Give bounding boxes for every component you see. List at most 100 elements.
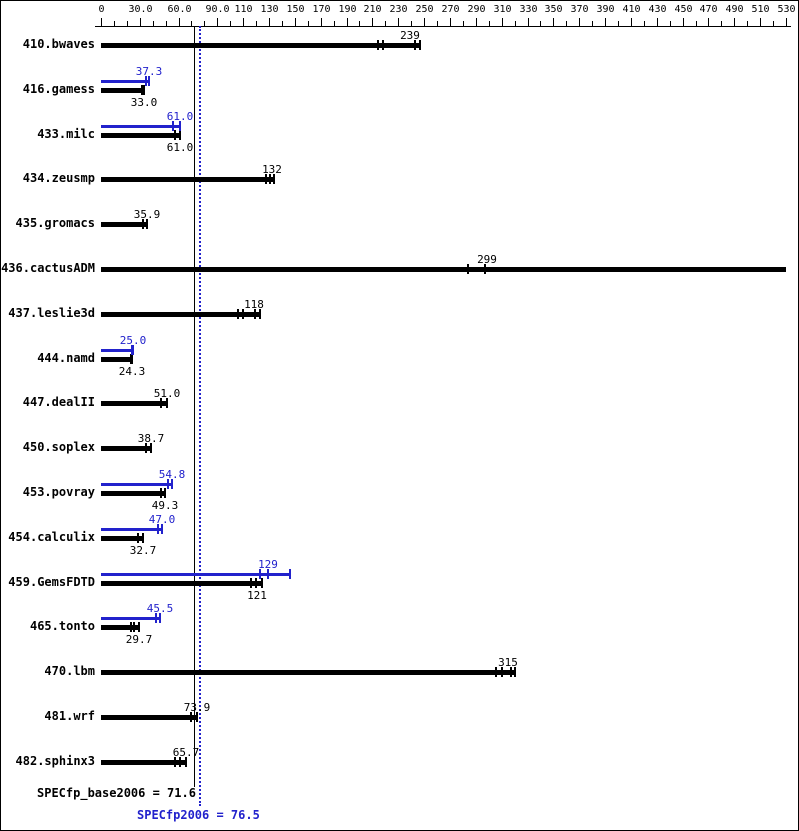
benchmark-label: 481.wrf <box>44 709 95 723</box>
run-marker <box>171 479 173 489</box>
result-bar <box>101 357 132 362</box>
x-axis-minor-tick <box>540 21 541 26</box>
x-axis-minor-tick <box>127 21 128 26</box>
x-axis-major-tick <box>683 18 684 26</box>
run-marker <box>265 174 267 184</box>
x-axis-minor-tick <box>411 21 412 26</box>
result-value: 61.0 <box>166 110 194 123</box>
x-axis-minor-tick <box>618 21 619 26</box>
x-axis-minor-tick <box>463 21 464 26</box>
x-axis-major-tick <box>553 18 554 26</box>
x-axis-major-tick <box>372 18 373 26</box>
x-axis-minor-tick <box>359 21 360 26</box>
run-marker <box>179 130 181 140</box>
x-axis-line <box>95 26 791 27</box>
result-value: 73.9 <box>183 701 211 714</box>
x-axis-minor-tick <box>515 21 516 26</box>
run-marker <box>242 309 244 319</box>
result-value: 299 <box>477 253 497 266</box>
result-value: 33.0 <box>130 96 158 109</box>
x-axis-tick-label: 110 <box>234 4 253 15</box>
x-axis-major-tick <box>760 18 761 26</box>
result-value: 239 <box>400 29 420 42</box>
x-axis-minor-tick <box>256 21 257 26</box>
result-bar <box>101 670 515 675</box>
run-marker <box>185 757 187 767</box>
run-marker <box>179 121 181 131</box>
x-axis-major-tick <box>579 18 580 26</box>
run-marker <box>148 76 150 86</box>
x-axis-tick-label: 0 <box>98 4 105 15</box>
run-marker <box>155 613 157 623</box>
x-axis-minor-tick <box>114 21 115 26</box>
run-marker <box>273 174 275 184</box>
x-axis-major-tick <box>321 18 322 26</box>
x-axis-tick-label: 350 <box>544 4 563 15</box>
x-axis-major-tick <box>631 18 632 26</box>
x-axis-major-tick <box>101 18 102 26</box>
result-bar <box>101 401 167 406</box>
benchmark-label: 433.milc <box>37 127 95 141</box>
x-axis-major-tick <box>269 18 270 26</box>
specfp-peak-mean-text: SPECfp2006 = 76.5 <box>137 808 260 822</box>
benchmark-label: 459.GemsFDTD <box>8 575 95 589</box>
x-axis-tick-label: 330 <box>519 4 538 15</box>
x-axis-tick-label: 90.0 <box>205 4 230 15</box>
x-axis-major-tick <box>502 18 503 26</box>
result-value: 37.3 <box>135 65 163 78</box>
run-marker <box>254 309 256 319</box>
result-bar <box>101 446 151 451</box>
run-marker <box>161 524 163 534</box>
result-bar <box>101 88 144 93</box>
run-marker <box>157 524 159 534</box>
x-axis-major-tick <box>217 18 218 26</box>
specfp-base-mean-text: SPECfp_base2006 = 71.6 <box>37 786 196 800</box>
run-marker <box>145 76 147 86</box>
run-marker <box>259 569 261 579</box>
benchmark-label: 444.namd <box>37 351 95 365</box>
x-axis-major-tick <box>398 18 399 26</box>
run-marker <box>164 488 166 498</box>
run-marker <box>142 219 144 229</box>
run-marker <box>237 309 239 319</box>
x-axis-tick-label: 410 <box>622 4 641 15</box>
run-marker <box>267 569 269 579</box>
result-bar <box>101 483 172 486</box>
peak-mean-reference-line <box>199 26 201 806</box>
run-marker <box>159 613 161 623</box>
result-bar <box>101 617 160 620</box>
result-value: 51.0 <box>153 387 181 400</box>
result-value: 47.0 <box>148 513 176 526</box>
result-value: 32.7 <box>129 544 157 557</box>
result-bar <box>101 760 186 765</box>
run-marker <box>289 569 291 579</box>
x-axis-tick-label: 230 <box>389 4 408 15</box>
result-value: 29.7 <box>125 633 153 646</box>
x-axis-minor-tick <box>385 21 386 26</box>
run-marker <box>414 40 416 50</box>
run-marker <box>377 40 379 50</box>
run-marker <box>166 398 168 408</box>
result-bar <box>101 43 420 48</box>
x-axis-minor-tick <box>747 21 748 26</box>
benchmark-label: 410.bwaves <box>22 37 95 51</box>
benchmark-label: 437.leslie3d <box>8 306 95 320</box>
x-axis-tick-label: 30.0 <box>128 4 153 15</box>
x-axis-minor-tick <box>308 21 309 26</box>
run-marker <box>255 578 257 588</box>
x-axis-minor-tick <box>230 21 231 26</box>
x-axis-major-tick <box>179 18 180 26</box>
run-marker <box>138 622 140 632</box>
benchmark-label: 465.tonto <box>29 619 95 633</box>
run-marker <box>145 443 147 453</box>
run-marker <box>514 667 516 677</box>
x-axis-minor-tick <box>437 21 438 26</box>
x-axis-minor-tick <box>566 21 567 26</box>
run-marker <box>259 309 261 319</box>
x-axis-tick-label: 190 <box>338 4 357 15</box>
x-axis-minor-tick <box>282 21 283 26</box>
x-axis-tick-label: 370 <box>570 4 589 15</box>
run-marker <box>132 345 134 355</box>
result-value: 54.8 <box>158 468 186 481</box>
